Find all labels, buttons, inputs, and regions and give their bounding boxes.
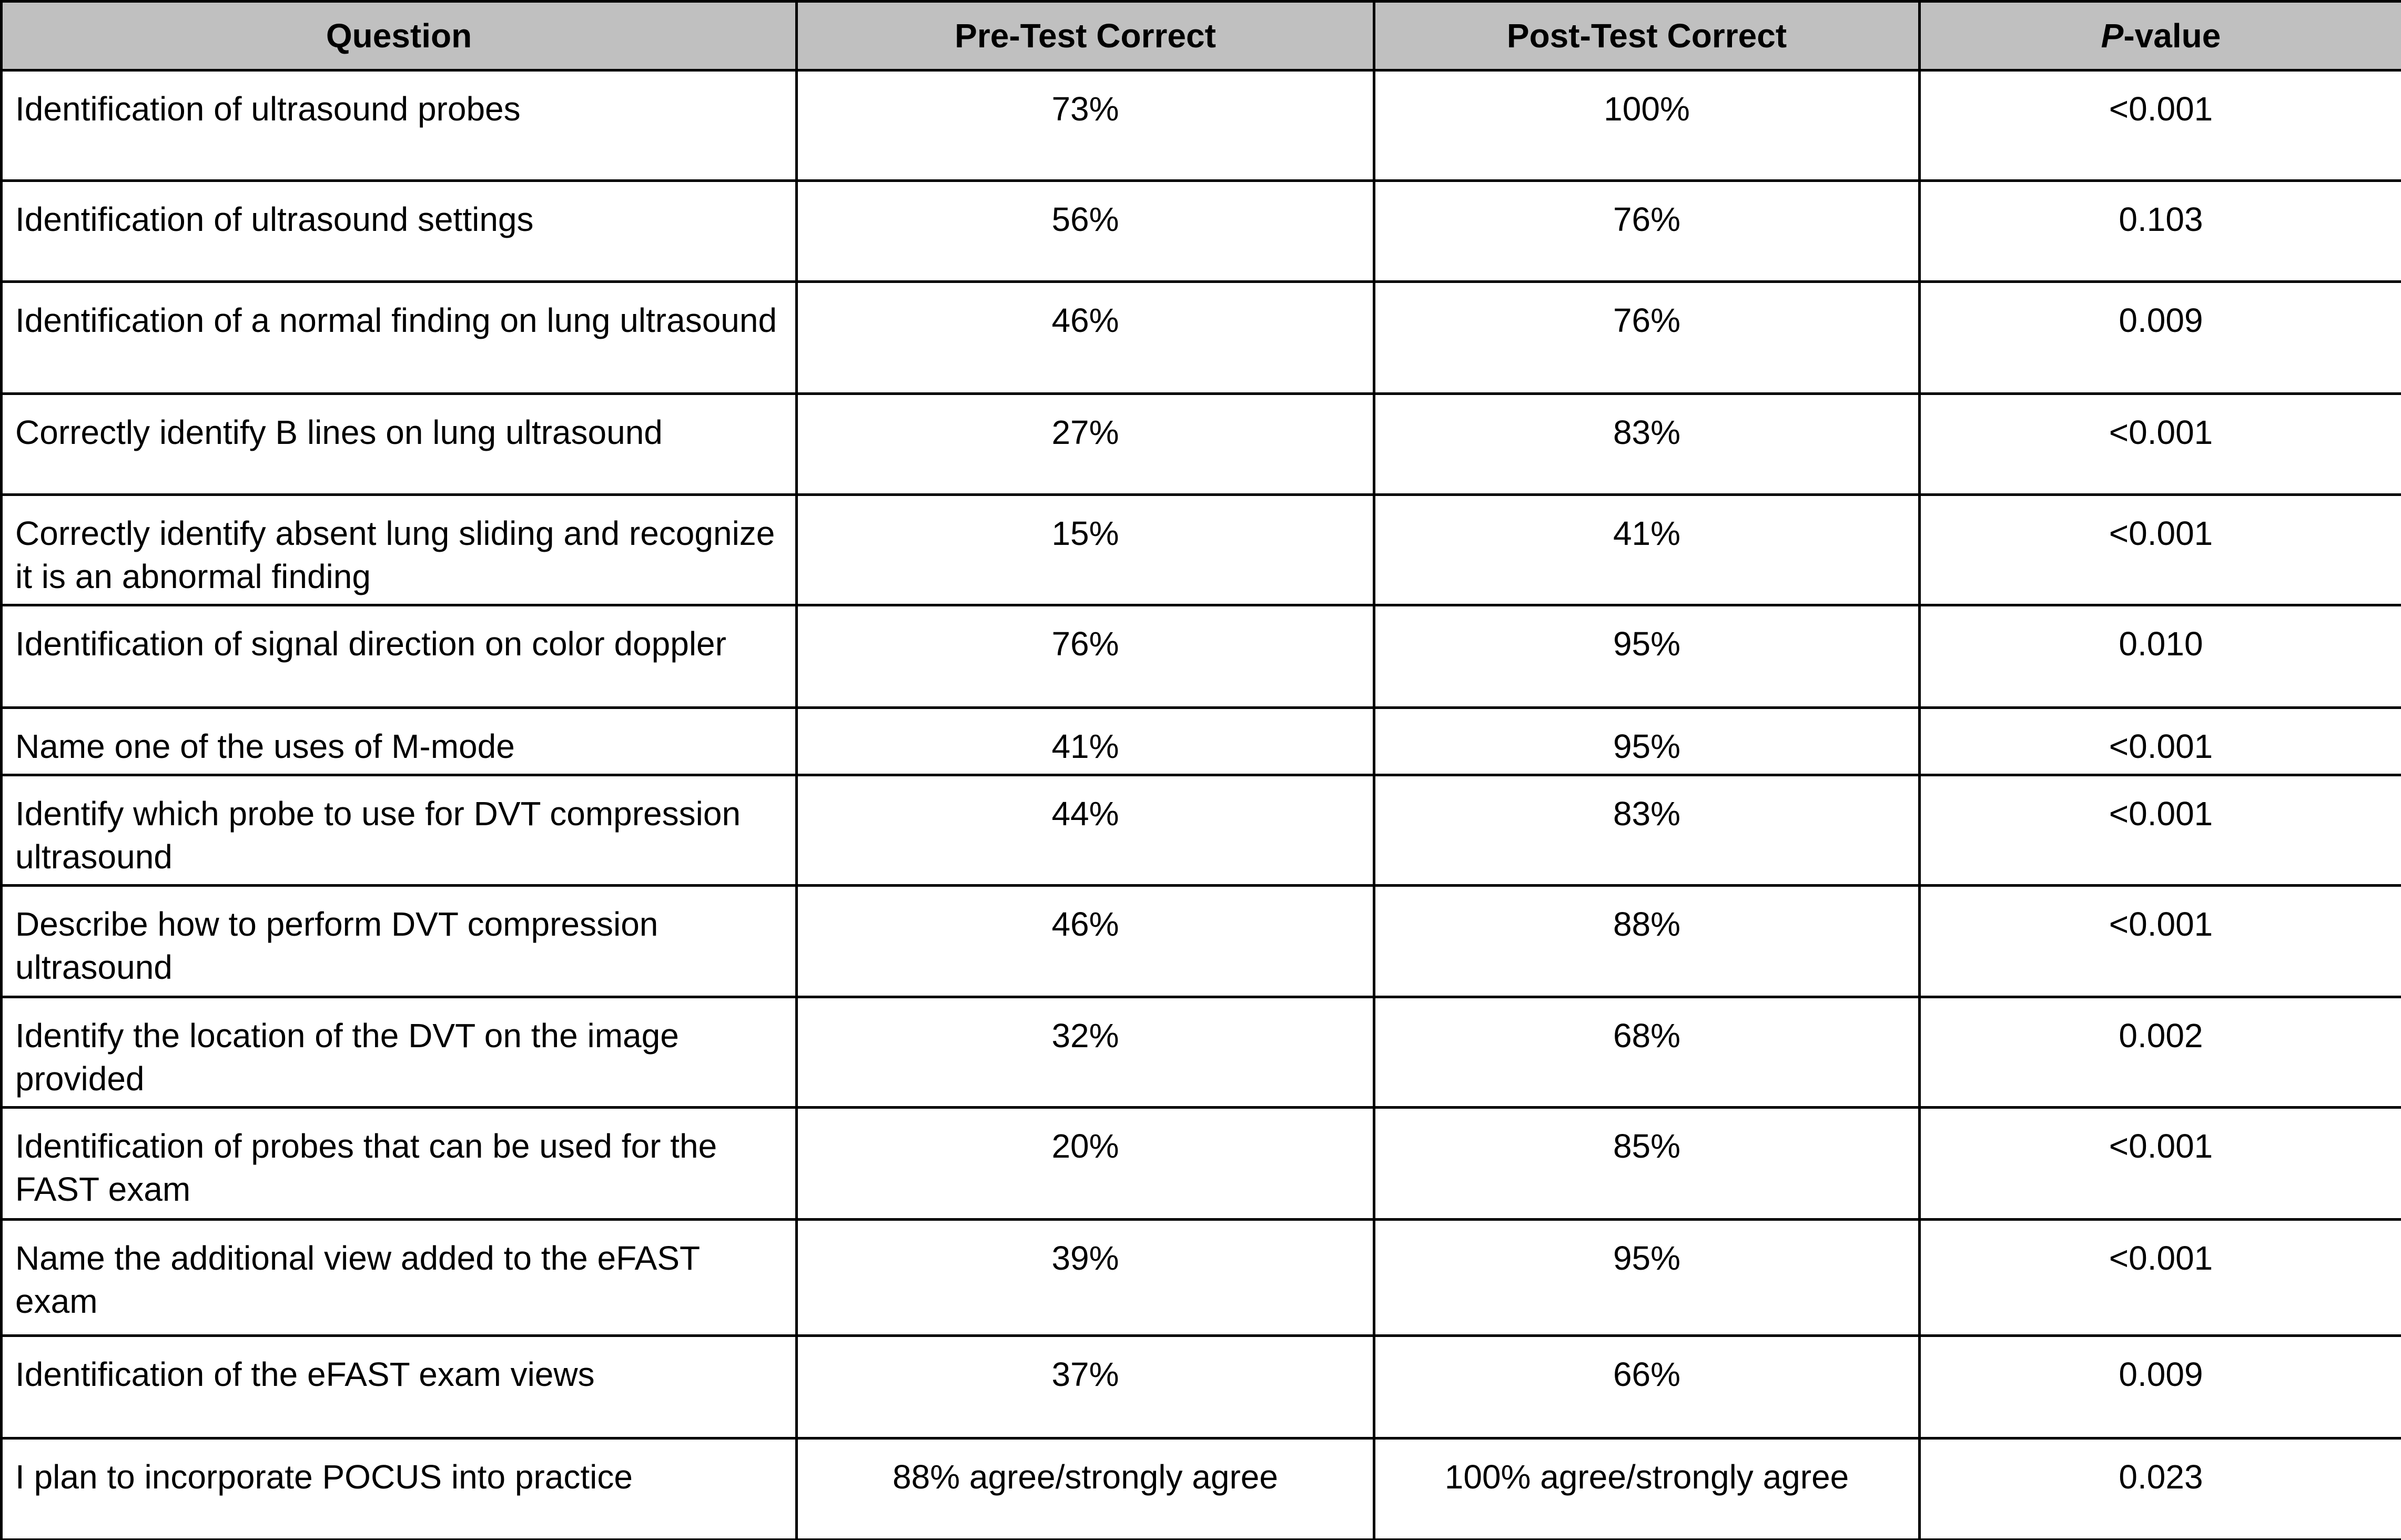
header-row: Question Pre-Test Correct Post-Test Correc… [0,0,2401,72]
value-cell: 88% agree/strongly agree [795,1437,1375,1540]
value-cell: 73% [795,69,1375,182]
question-cell: Identify which probe to use for DVT comp… [0,774,798,887]
value-cell: 44% [795,774,1375,887]
value-cell: <0.001 [1918,493,2401,606]
table-row: Describe how to perform DVT compression … [0,884,2401,998]
value-cell: 0.002 [1918,996,2401,1109]
value-cell: 88% [1373,884,1921,998]
value-cell: 46% [795,280,1375,395]
table-body: Identification of ultrasound probes 73% 10… [0,69,2401,1540]
value-cell: 39% [795,1218,1375,1337]
value-cell: 32% [795,996,1375,1109]
value-cell: 95% [1373,1218,1921,1337]
question-cell: Identification of a normal finding on lu… [0,280,798,395]
table-row: Identification of ultrasound probes 73% 10… [0,69,2401,182]
value-cell: 27% [795,392,1375,496]
question-cell: Correctly identify B lines on lung ultra… [0,392,798,496]
column-header: Question [0,0,798,72]
table-row: Identification of a normal finding on lu… [0,280,2401,395]
table-row: Identification of probes that can be use… [0,1106,2401,1221]
question-cell: Name one of the uses of M-mode [0,706,798,776]
question-cell: Identification of the eFAST exam views [0,1334,798,1440]
table-row: Identification of signal direction on co… [0,604,2401,709]
value-cell: <0.001 [1918,69,2401,182]
value-cell: <0.001 [1918,884,2401,998]
value-cell: <0.001 [1918,774,2401,887]
table-row: Correctly identify absent lung sliding a… [0,493,2401,606]
question-cell: I plan to incorporate POCUS into practic… [0,1437,798,1540]
table-row: Name the additional view added to the eF… [0,1218,2401,1337]
value-cell: 0.023 [1918,1437,2401,1540]
value-cell: 100% [1373,69,1921,182]
table-row: Identify the location of the DVT on the … [0,996,2401,1109]
value-cell: 76% [1373,280,1921,395]
column-header: P-value [1918,0,2401,72]
value-cell: 56% [795,179,1375,283]
value-cell: 37% [795,1334,1375,1440]
value-cell: 41% [1373,493,1921,606]
question-cell: Correctly identify absent lung sliding a… [0,493,798,606]
question-cell: Identification of signal direction on co… [0,604,798,709]
value-cell: 76% [795,604,1375,709]
value-cell: 85% [1373,1106,1921,1221]
value-cell: 0.010 [1918,604,2401,709]
value-cell: <0.001 [1918,1106,2401,1221]
table-row: Identify which probe to use for DVT comp… [0,774,2401,887]
value-cell: 20% [795,1106,1375,1221]
header-part: -value [2123,17,2221,55]
question-cell: Identify the location of the DVT on the … [0,996,798,1109]
value-cell: 95% [1373,604,1921,709]
table-row: Name one of the uses of M-mode 41% 95% <0.0… [0,706,2401,776]
question-cell: Identification of ultrasound settings [0,179,798,283]
question-cell: Identification of probes that can be use… [0,1106,798,1221]
table-row: Correctly identify B lines on lung ultra… [0,392,2401,496]
value-cell: 83% [1373,774,1921,887]
value-cell: <0.001 [1918,1218,2401,1337]
value-cell: 46% [795,884,1375,998]
header-part: P [2101,17,2124,55]
value-cell: 83% [1373,392,1921,496]
value-cell: 68% [1373,996,1921,1109]
value-cell: <0.001 [1918,706,2401,776]
value-cell: 66% [1373,1334,1921,1440]
question-cell: Name the additional view added to the eF… [0,1218,798,1337]
value-cell: 15% [795,493,1375,606]
column-header: Post-Test Correct [1373,0,1921,72]
question-cell: Identification of ultrasound probes [0,69,798,182]
value-cell: 95% [1373,706,1921,776]
value-cell: 0.103 [1918,179,2401,283]
value-cell: 41% [795,706,1375,776]
value-cell: 100% agree/strongly agree [1373,1437,1921,1540]
value-cell: 76% [1373,179,1921,283]
value-cell: 0.009 [1918,1334,2401,1440]
column-header: Pre-Test Correct [795,0,1375,72]
table-row: I plan to incorporate POCUS into practic… [0,1437,2401,1540]
table-row: Identification of ultrasound settings 56%… [0,179,2401,283]
table-row: Identification of the eFAST exam views 37… [0,1334,2401,1440]
question-cell: Describe how to perform DVT compression … [0,884,798,998]
value-cell: <0.001 [1918,392,2401,496]
value-cell: 0.009 [1918,280,2401,395]
